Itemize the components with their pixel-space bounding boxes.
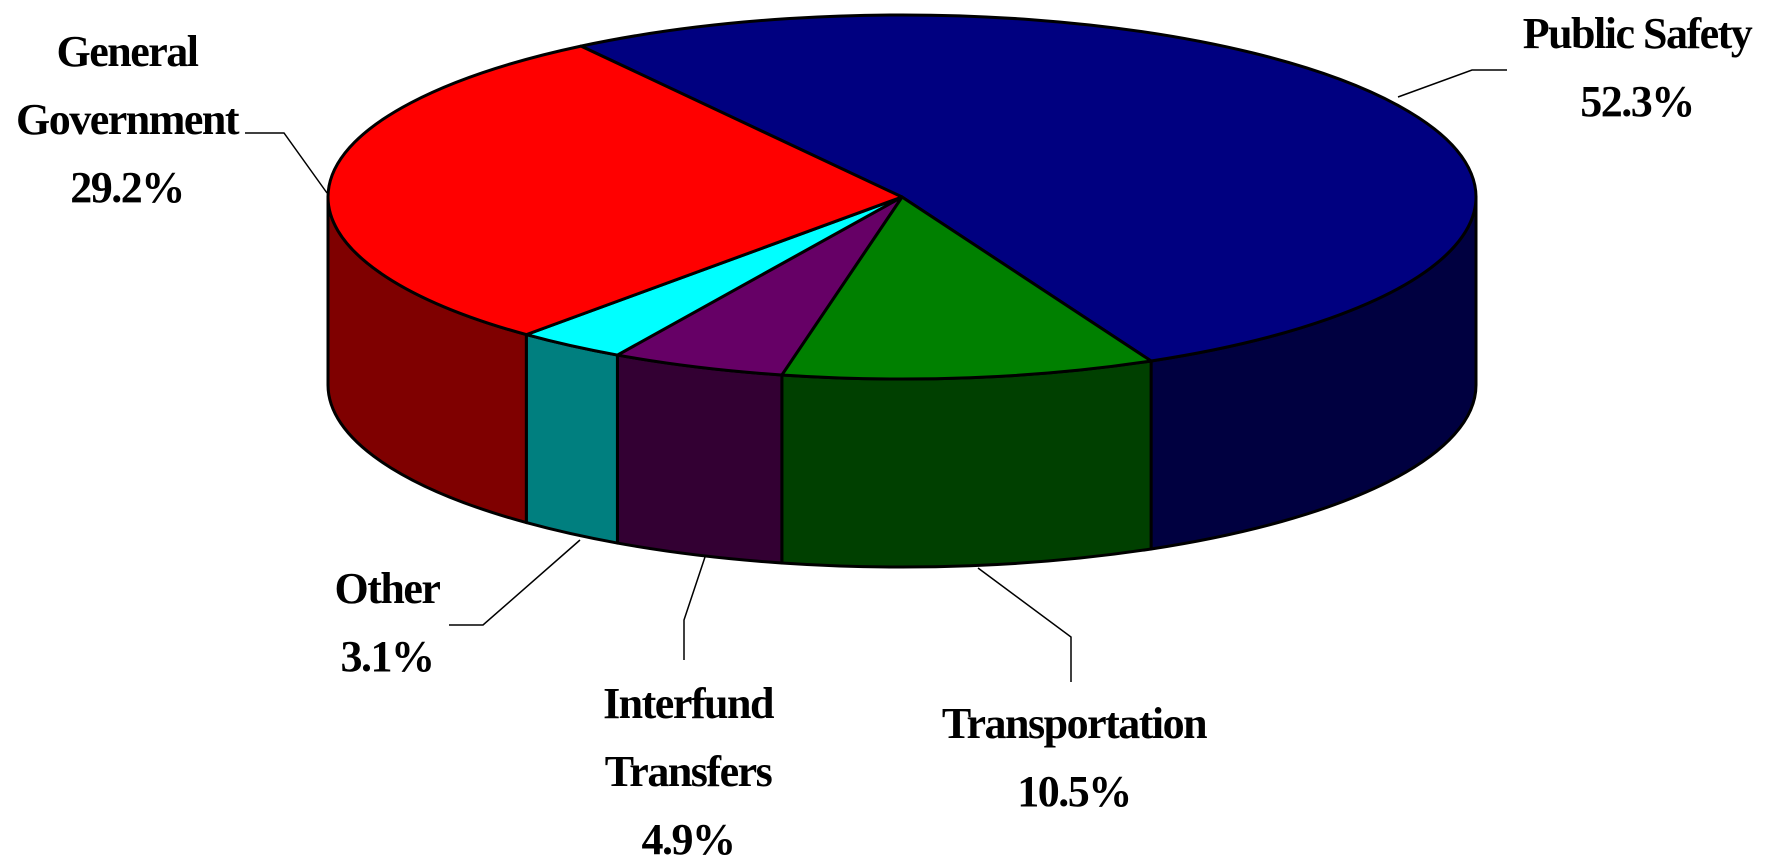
leader-line bbox=[245, 132, 328, 194]
category-name: Transportation bbox=[941, 699, 1208, 748]
value-label: 10.5% bbox=[1017, 767, 1132, 816]
slice bbox=[579, 13, 1478, 363]
leader-lines bbox=[245, 69, 1507, 682]
slice-side bbox=[524, 333, 619, 545]
leader-line bbox=[683, 556, 706, 660]
leader-line bbox=[449, 539, 581, 626]
value-label: 29.2% bbox=[70, 163, 185, 212]
slice-label: Other 3.1% bbox=[334, 555, 441, 691]
slice-label: Public Safety 52.3% bbox=[1522, 0, 1753, 136]
pie-tops bbox=[326, 13, 1478, 381]
pie-sides bbox=[326, 195, 1478, 569]
slice bbox=[780, 195, 1153, 381]
slice-label: Transportation 10.5% bbox=[941, 690, 1208, 826]
slice bbox=[615, 195, 904, 377]
value-label: 4.9% bbox=[641, 815, 737, 861]
slice-label: Interfund Transfers 4.9% bbox=[573, 670, 803, 861]
category-name: Interfund Transfers bbox=[603, 679, 774, 796]
value-label: 52.3% bbox=[1580, 77, 1695, 126]
value-label: 3.1% bbox=[340, 632, 435, 681]
category-name: Other bbox=[334, 564, 441, 613]
category-name: General Government bbox=[15, 27, 240, 144]
slice-side bbox=[615, 353, 784, 565]
category-name: Public Safety bbox=[1522, 9, 1753, 58]
leader-line bbox=[1397, 69, 1507, 98]
slice-side bbox=[780, 359, 1153, 569]
leader-line bbox=[977, 567, 1072, 682]
slice-label: General Government 29.2% bbox=[0, 18, 267, 222]
slice bbox=[326, 44, 904, 337]
